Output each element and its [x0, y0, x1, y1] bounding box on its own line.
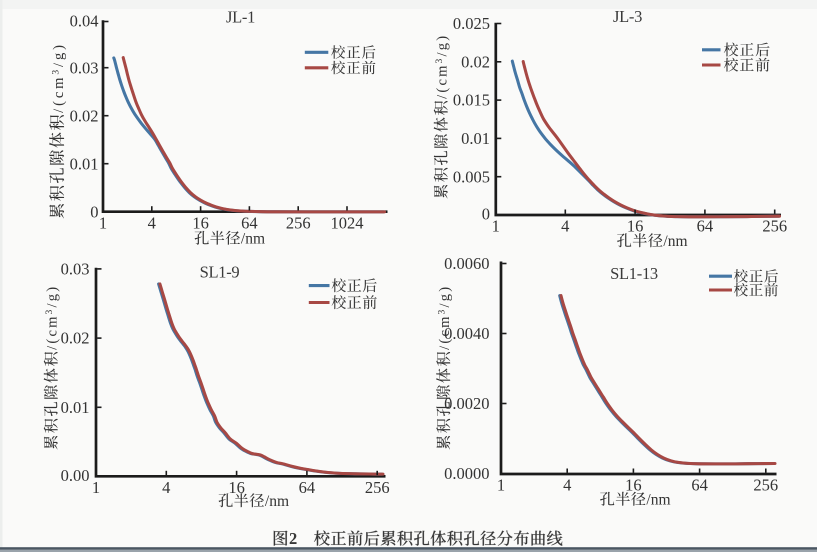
svg-text:1: 1 — [497, 476, 505, 495]
svg-text:4: 4 — [148, 214, 156, 233]
svg-text:0.005: 0.005 — [453, 167, 490, 186]
svg-text:/(cm3/g): /(cm3/g) — [437, 285, 453, 350]
svg-text:JL-3: JL-3 — [613, 7, 642, 26]
svg-text:256: 256 — [753, 476, 778, 495]
svg-text:64: 64 — [241, 214, 258, 233]
svg-text:16: 16 — [192, 214, 209, 233]
svg-text:0: 0 — [482, 204, 490, 223]
svg-text:16: 16 — [228, 478, 245, 497]
svg-text:2: 2 — [289, 529, 297, 548]
svg-text:/nm: /nm — [663, 233, 687, 250]
svg-text:0.02: 0.02 — [461, 52, 490, 71]
svg-text:0: 0 — [90, 202, 98, 221]
svg-text:0.04: 0.04 — [70, 11, 99, 30]
svg-text:64: 64 — [697, 217, 714, 236]
svg-text:/(cm3/g): /(cm3/g) — [435, 34, 451, 99]
svg-text:256: 256 — [286, 214, 311, 233]
svg-text:4: 4 — [563, 476, 571, 495]
svg-text:0.025: 0.025 — [453, 14, 490, 33]
svg-text:SL1-9: SL1-9 — [200, 263, 240, 282]
svg-text:0.0000: 0.0000 — [444, 464, 489, 483]
svg-text:0.01: 0.01 — [61, 398, 90, 417]
svg-text:1: 1 — [492, 217, 500, 236]
svg-text:16: 16 — [627, 217, 644, 236]
svg-text:64: 64 — [299, 478, 316, 497]
svg-text:SL1-13: SL1-13 — [610, 264, 658, 283]
svg-text:1024: 1024 — [331, 214, 364, 233]
svg-text:1: 1 — [99, 214, 107, 233]
svg-text:JL-1: JL-1 — [226, 7, 255, 26]
svg-text:0.0060: 0.0060 — [444, 254, 489, 273]
svg-text:64: 64 — [691, 476, 708, 495]
svg-text:/nm: /nm — [265, 493, 289, 510]
svg-text:/(cm3/g): /(cm3/g) — [45, 285, 61, 350]
svg-text:1: 1 — [92, 478, 100, 497]
svg-text:0.02: 0.02 — [70, 106, 99, 125]
svg-text:/nm: /nm — [241, 231, 265, 248]
svg-text:0.01: 0.01 — [461, 129, 490, 148]
svg-text:0.03: 0.03 — [61, 260, 90, 279]
svg-text:/nm: /nm — [646, 492, 670, 509]
svg-text:/(cm3/g): /(cm3/g) — [51, 42, 67, 113]
svg-text:0.0040: 0.0040 — [444, 324, 489, 343]
svg-text:0.02: 0.02 — [61, 329, 90, 348]
svg-text:0.03: 0.03 — [70, 58, 99, 77]
svg-text:0.015: 0.015 — [453, 91, 490, 110]
svg-text:16: 16 — [625, 476, 642, 495]
svg-text:256: 256 — [365, 478, 390, 497]
svg-text:0.00: 0.00 — [61, 466, 90, 485]
svg-text:4: 4 — [162, 478, 170, 497]
svg-text:0.01: 0.01 — [70, 154, 99, 173]
svg-text:256: 256 — [762, 217, 787, 236]
svg-text:4: 4 — [561, 217, 569, 236]
svg-text:0.0020: 0.0020 — [444, 394, 489, 413]
